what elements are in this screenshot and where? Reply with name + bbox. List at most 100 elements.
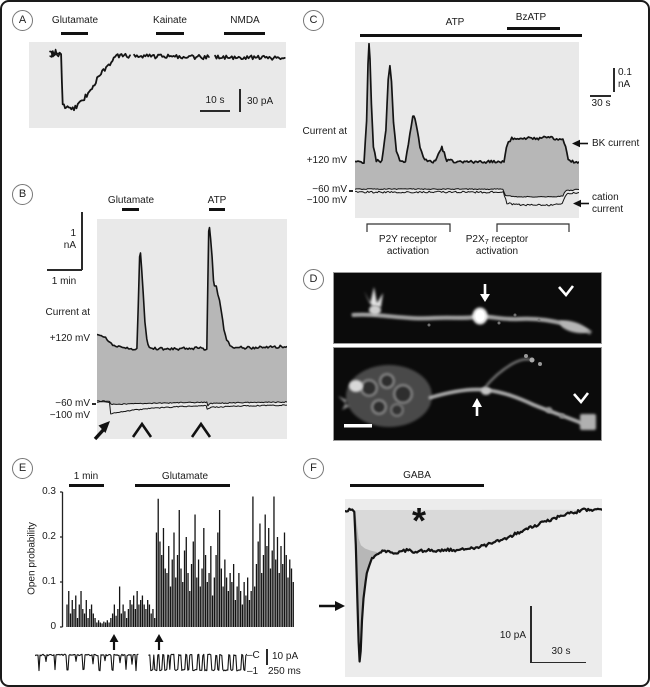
application-bar-nmda <box>224 32 265 35</box>
trace-plot-a <box>29 42 286 128</box>
bk-current-arrow-icon <box>572 139 588 148</box>
p2x7-receptor-label: P2X7 receptor <box>465 234 529 246</box>
application-bar-bzatp <box>507 27 560 30</box>
growth-cone <box>559 320 590 334</box>
drug-label-kainate: Kainate <box>153 15 187 26</box>
scalebar-current-label-f: 10 pA <box>499 630 526 641</box>
bright-cell <box>349 380 363 392</box>
panel-f-label: F <box>303 458 324 479</box>
voltage-tick-b <box>92 403 96 405</box>
application-bar-kainate <box>156 32 184 35</box>
trace-plot-c <box>355 42 579 218</box>
current-at-label-b: Current at <box>45 307 90 318</box>
scalebar-time-label-c: 30 s <box>591 98 611 109</box>
p2x7-activation-label: activation <box>475 246 519 257</box>
cation-current-annotation-1: cation <box>592 192 619 203</box>
y-axis-line <box>60 491 64 628</box>
white-arrowhead-icon <box>558 285 575 298</box>
scalebar-current-label-b-2: nA <box>63 240 76 251</box>
voltage-label-b-minus100: −100 mV <box>49 410 90 421</box>
voltage-label-b-minus60: −60 mV <box>55 398 90 409</box>
scalebar-time-b <box>47 269 82 271</box>
white-up-arrow-icon <box>472 398 482 416</box>
drug-label-atp-c: ATP <box>445 17 465 28</box>
panel-b-label: B <box>12 184 33 205</box>
white-arrowhead-icon <box>573 392 590 405</box>
voltage-tick-c <box>349 190 353 192</box>
bk-current-annotation: BK current <box>592 138 640 149</box>
branch <box>483 358 533 390</box>
cation-current-annotation-2: current <box>592 204 624 215</box>
event-arrows-e <box>109 634 164 650</box>
scalebar-current-label-e: 10 pA <box>272 651 299 662</box>
micrograph-top <box>333 272 602 344</box>
drug-label-atp-b: ATP <box>207 195 227 206</box>
cell-spikes <box>364 287 383 307</box>
scalebar-current-f <box>530 606 532 663</box>
voltage-label-b-plus120: +120 mV <box>49 333 90 344</box>
y-tick-0.2: 0.2 <box>42 531 56 542</box>
panel-c-label: C <box>303 10 324 31</box>
open-level-label: –1 <box>247 666 259 677</box>
scalebar-time-c <box>590 95 611 97</box>
micrograph-bottom <box>333 347 602 441</box>
p2y-receptor-label: P2Y receptor <box>378 234 438 245</box>
panel-e-label: E <box>12 458 33 479</box>
cation-current-arrow-icon <box>573 199 589 208</box>
p2y-activation-label: activation <box>386 246 430 257</box>
application-bar-atp-b <box>209 208 225 211</box>
scale-bar <box>344 424 372 428</box>
event-arrows-b <box>93 421 212 441</box>
drug-label-glutamate: Glutamate <box>51 15 99 26</box>
voltage-label-c-plus120: +120 mV <box>306 155 347 166</box>
y-tick-0.1: 0.1 <box>42 576 56 587</box>
y-axis-title-e: Open probability <box>26 522 38 595</box>
scalebar-current-b <box>81 212 83 270</box>
voltage-label-c-minus100: −100 mV <box>306 195 347 206</box>
scalebar-current-label-a: 30 pA <box>247 96 274 107</box>
scalebar-current-label-c-2: nA <box>618 79 631 90</box>
scalebar-time-label-f: 30 s <box>551 646 571 657</box>
drug-label-nmda: NMDA <box>230 15 260 26</box>
thick-ne-arrow-icon <box>93 421 110 441</box>
scalebar-current-label-c-1: 0.1 <box>618 67 632 78</box>
asterisk-annotation: * <box>412 500 427 541</box>
application-bar-glutamate-e <box>135 484 230 487</box>
scalebar-time-label-b: 1 min <box>51 276 77 287</box>
drug-label-bzatp: BzATP <box>515 12 547 23</box>
application-bar-atp-c <box>360 34 582 37</box>
trace-plot-f <box>345 499 602 677</box>
arrowhead-icon-1 <box>131 421 153 438</box>
application-bar-glutamate <box>61 32 88 35</box>
application-bar-gaba <box>350 484 484 487</box>
voltage-label-c-minus60: −60 mV <box>312 184 347 195</box>
scalebar-time-label-e: 250 ms <box>268 666 301 677</box>
drug-label-gaba: GABA <box>403 470 431 481</box>
white-down-arrow-icon <box>480 284 490 302</box>
right-arrow-icon <box>319 601 345 611</box>
time-bar-e <box>69 484 104 487</box>
application-bar-glutamate-b <box>122 208 139 211</box>
y-tick-0: 0 <box>50 621 56 632</box>
drug-label-glutamate-b: Glutamate <box>107 195 155 206</box>
y-tick-0.3: 0.3 <box>42 486 56 497</box>
current-at-label-c: Current at <box>302 126 347 137</box>
arrowhead-icon-2 <box>190 421 212 438</box>
panel-d-label: D <box>303 269 324 290</box>
scalebar-time-label-a: 10 s <box>205 95 225 106</box>
scalebar-current-label-b-1: 1 <box>70 228 76 239</box>
trace-plot-b <box>97 219 287 439</box>
scalebar-current-a <box>239 89 241 112</box>
scalebar-current-c <box>613 68 615 92</box>
drug-label-glutamate-e: Glutamate <box>161 471 209 482</box>
single-channel-traces <box>35 653 247 672</box>
time-bar-label-e: 1 min <box>73 471 99 482</box>
closed-level-label: –C <box>247 650 260 661</box>
receptor-brackets <box>366 223 570 232</box>
panel-a-label: A <box>12 10 33 31</box>
end-foot <box>580 414 596 430</box>
scalebar-time-f <box>530 661 586 663</box>
scalebar-time-a <box>200 110 230 112</box>
open-probability-histogram <box>60 491 294 628</box>
